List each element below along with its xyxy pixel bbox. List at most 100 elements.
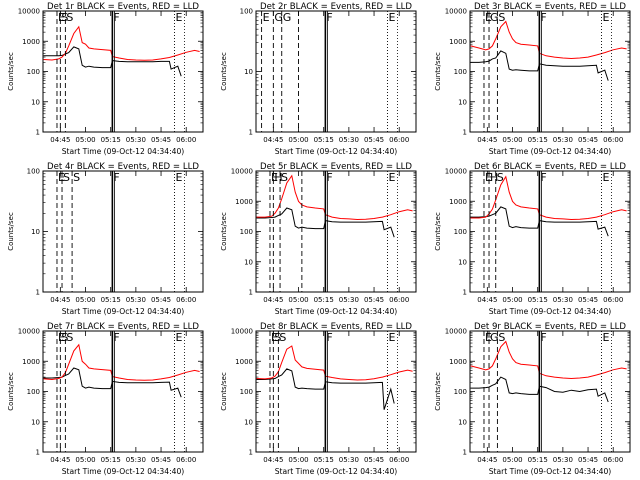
y-tick-label: 1000	[449, 198, 467, 206]
marker-label: G	[274, 11, 283, 24]
x-tick-label: 05:15	[528, 456, 548, 464]
x-tick-label: 05:45	[578, 456, 598, 464]
plot-frame	[255, 330, 417, 453]
x-tick-label: 04:45	[263, 136, 283, 144]
marker-label: E	[175, 11, 182, 24]
x-tick-label: 05:00	[288, 456, 308, 464]
x-tick-label: 05:15	[101, 136, 121, 144]
y-tick-label: 10	[458, 98, 467, 106]
events-series-line	[470, 376, 609, 403]
marker-label: G	[490, 331, 499, 344]
x-tick-label: 04:45	[50, 136, 70, 144]
y-tick-label: 1	[249, 289, 253, 297]
marker-label: E	[485, 11, 492, 24]
y-tick-label: 100	[240, 228, 253, 236]
plot-frame	[469, 170, 631, 293]
plot-frame	[42, 170, 204, 293]
x-tick-label: 04:45	[50, 456, 70, 464]
marker-label: E	[175, 171, 182, 184]
x-axis-label: Start Time (09-Oct-12 04:34:40)	[275, 147, 398, 156]
marker-label: S	[63, 171, 70, 184]
x-tick-label: 05:45	[578, 296, 598, 304]
lld-series-line	[470, 340, 627, 380]
y-axis-label: Counts/sec	[7, 212, 15, 251]
y-axis-label: Counts/sec	[434, 372, 442, 411]
x-tick-label: 05:45	[151, 136, 171, 144]
y-tick-label: 100	[240, 8, 253, 16]
x-axis-label: Start Time (09-Oct-12 04:34:40)	[62, 467, 185, 476]
marker-label: H	[490, 171, 498, 184]
x-tick-label: 05:30	[339, 456, 359, 464]
y-tick-label: 1	[463, 289, 467, 297]
marker-label: E	[175, 331, 182, 344]
x-tick-label: 05:30	[553, 456, 573, 464]
y-tick-label: 1000	[22, 38, 40, 46]
marker-label: F	[540, 331, 546, 344]
marker-label: S	[66, 11, 73, 24]
y-tick-label: 1000	[22, 358, 40, 366]
marker-label: G	[283, 11, 292, 24]
y-tick-label: 100	[454, 68, 467, 76]
x-tick-label: 05:00	[502, 136, 522, 144]
marker-label: E	[263, 11, 270, 24]
panel-title: Det 9r BLACK = Events, RED = LLD	[474, 322, 626, 332]
lld-series-line	[256, 345, 413, 381]
y-tick-label: 1	[36, 129, 40, 137]
plot-frame	[255, 170, 417, 293]
x-tick-label: 05:30	[553, 296, 573, 304]
marker-label: E	[388, 11, 395, 24]
marker-label: F	[540, 171, 546, 184]
x-tick-label: 05:30	[126, 296, 146, 304]
plot-frame	[469, 330, 631, 453]
x-tick-label: 05:00	[75, 136, 95, 144]
marker-label: E	[58, 11, 65, 24]
marker-label: G	[490, 11, 499, 24]
x-tick-label: 05:30	[126, 136, 146, 144]
x-tick-label: 05:30	[339, 296, 359, 304]
marker-label: S	[279, 331, 286, 344]
y-tick-label: 100	[27, 168, 40, 176]
x-tick-label: 05:30	[553, 136, 573, 144]
x-axis-label: Start Time (09-Oct-12 04:34:40)	[62, 307, 185, 316]
marker-label: F	[326, 171, 332, 184]
y-tick-label: 10000	[231, 168, 253, 176]
marker-label: E	[602, 171, 609, 184]
marker-label: E	[58, 331, 65, 344]
x-tick-label: 06:00	[176, 296, 196, 304]
events-series-line	[256, 368, 395, 410]
x-tick-label: 05:30	[339, 136, 359, 144]
y-tick-label: 10	[31, 418, 40, 426]
events-series-line	[470, 206, 609, 237]
marker-label: S	[497, 171, 504, 184]
lld-series-line	[470, 20, 627, 60]
marker-label: F	[326, 331, 332, 344]
y-tick-label: 10000	[445, 168, 467, 176]
x-tick-label: 06:00	[603, 296, 623, 304]
y-axis-label: Counts/sec	[7, 52, 15, 91]
panel-title: Det 8r BLACK = Events, RED = LLD	[260, 322, 412, 332]
x-tick-label: 05:45	[364, 296, 384, 304]
marker-label: E	[271, 331, 278, 344]
events-series-line	[470, 50, 609, 81]
x-tick-label: 04:45	[263, 456, 283, 464]
x-tick-label: 05:15	[528, 296, 548, 304]
x-tick-label: 04:45	[477, 296, 497, 304]
x-tick-label: 06:00	[176, 136, 196, 144]
marker-label: E	[388, 331, 395, 344]
x-tick-label: 05:00	[502, 296, 522, 304]
y-tick-label: 1000	[449, 38, 467, 46]
plot-frame	[255, 10, 417, 133]
y-tick-label: 10	[458, 258, 467, 266]
y-tick-label: 1	[249, 129, 253, 137]
x-tick-label: 05:00	[75, 456, 95, 464]
detector-panel-2: Det 2r BLACK = Events, RED = LLD Counts/s…	[220, 2, 417, 156]
y-tick-label: 1000	[235, 198, 253, 206]
x-tick-label: 05:15	[101, 296, 121, 304]
x-axis-label: Start Time (09-Oct-12 04:34:40)	[489, 147, 612, 156]
x-tick-label: 05:45	[578, 136, 598, 144]
marker-label: F	[113, 171, 119, 184]
x-tick-label: 06:00	[389, 456, 409, 464]
y-tick-label: 100	[27, 388, 40, 396]
y-axis-label: Counts/sec	[7, 372, 15, 411]
detector-panel-6: Det 6r BLACK = Events, RED = LLD Counts/s…	[434, 162, 631, 316]
